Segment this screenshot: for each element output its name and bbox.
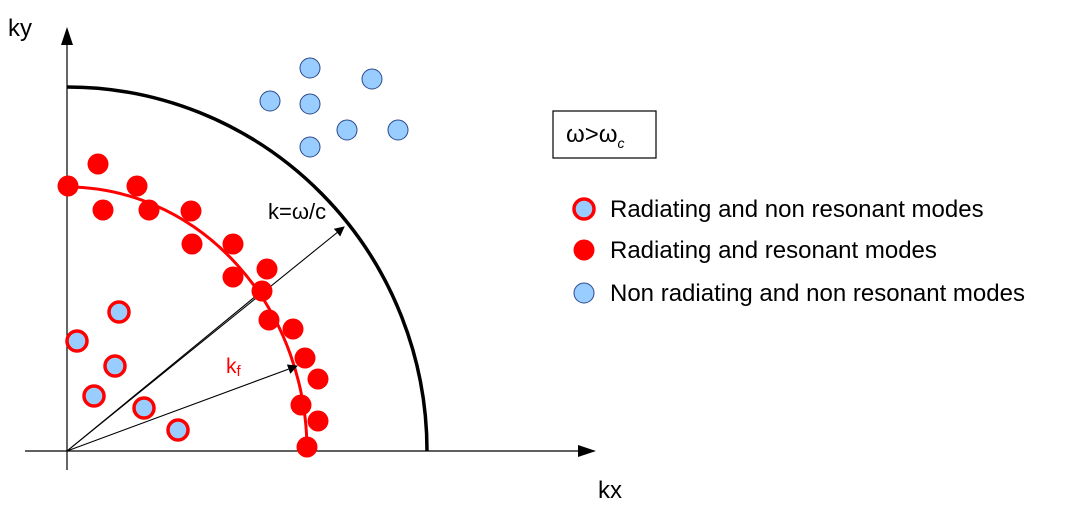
kx-axis-arrowhead	[578, 445, 596, 457]
ring-mode-dot	[82, 384, 106, 408]
red-mode-dot	[222, 233, 244, 255]
red-mode-dot	[180, 200, 202, 222]
red-mode-dot	[57, 175, 79, 197]
radiating-resonant-modes	[57, 153, 329, 458]
legend-marker-blue	[573, 282, 595, 304]
condition-label: ω>ωc	[566, 121, 625, 151]
radial-line	[66, 290, 263, 452]
red-mode-dot	[290, 394, 312, 416]
red-mode-dot	[307, 410, 329, 432]
non-radiating-modes	[259, 57, 409, 158]
red-mode-dot	[181, 233, 203, 255]
ky-axis-arrowhead	[61, 27, 73, 45]
legend-marker-ring	[572, 197, 596, 221]
red-mode-dot	[258, 309, 280, 331]
flexural-wavenumber-curve	[66, 185, 309, 452]
blue-mode-dot	[259, 90, 281, 112]
ring-mode-dot	[132, 396, 156, 420]
red-mode-dot	[87, 153, 109, 175]
flexural-wavenumber-arrow	[66, 364, 298, 452]
red-mode-dot	[256, 258, 278, 280]
red-mode-dot	[294, 347, 316, 369]
legend-label-radiating-resonant: Radiating and resonant modes	[610, 237, 937, 264]
kx-axis-label: kx	[598, 477, 622, 504]
blue-mode-dot	[299, 57, 321, 79]
radiating-non-resonant-modes	[65, 300, 190, 442]
blue-mode-dot	[387, 119, 409, 141]
blue-mode-dot	[299, 136, 321, 158]
legend: Radiating and non resonant modes Radiati…	[572, 196, 1025, 307]
ring-mode-dot	[65, 329, 89, 353]
legend-label-non-radiating: Non radiating and non resonant modes	[610, 280, 1025, 307]
red-mode-dot	[138, 199, 160, 221]
light-wavenumber-label: k=ω/c	[268, 199, 326, 224]
red-mode-dot	[296, 436, 318, 458]
red-mode-dot	[251, 280, 273, 302]
red-mode-dot	[222, 266, 244, 288]
blue-mode-dot	[336, 119, 358, 141]
red-mode-dot	[307, 368, 329, 390]
red-mode-dot	[92, 199, 114, 221]
red-mode-dot	[126, 175, 148, 197]
condition-box	[552, 110, 657, 159]
flexural-wavenumber-label: kf	[226, 355, 242, 380]
ring-mode-dot	[107, 300, 131, 324]
blue-mode-dot	[361, 68, 383, 90]
red-mode-dot	[282, 318, 304, 340]
ring-mode-dot	[103, 354, 127, 378]
ky-axis-label: ky	[8, 15, 32, 42]
legend-label-radiating-non-resonant: Radiating and non resonant modes	[610, 196, 984, 223]
light-cone-arc	[66, 85, 429, 452]
ring-mode-dot	[166, 418, 190, 442]
blue-mode-dot	[299, 93, 321, 115]
legend-marker-solid-red	[573, 239, 595, 261]
